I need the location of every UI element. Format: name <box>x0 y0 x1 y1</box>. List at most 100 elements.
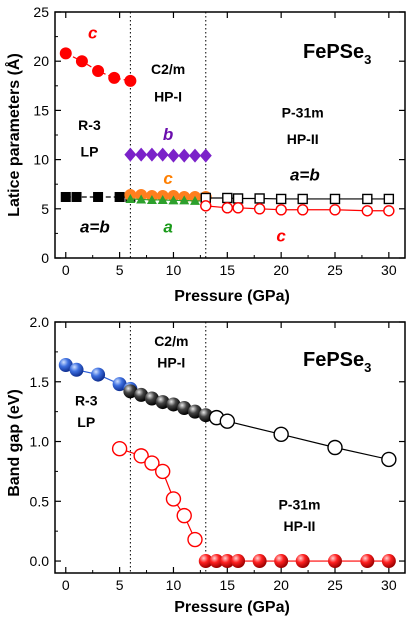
bandgap-x-tick-label: 20 <box>273 577 289 593</box>
bandgap-y-tick-label: 1.5 <box>30 374 50 390</box>
lattice-x-tick-label: 30 <box>381 262 397 278</box>
bandgap-data-point <box>133 448 149 464</box>
lattice-x-tick-label: 0 <box>62 262 70 278</box>
lattice-y-tick-label: 0 <box>41 250 49 266</box>
lattice-x-tick-label: 15 <box>220 262 236 278</box>
lattice-data-point <box>232 193 244 204</box>
bandgap-data-point <box>231 554 246 569</box>
bandgap-data-point <box>154 463 171 480</box>
bandgap-data-point <box>360 554 375 569</box>
bandgap-annotation: P-31m <box>278 497 320 513</box>
bandgap-y-tick-label: 0.0 <box>30 553 50 569</box>
bandgap-data-point <box>177 401 192 416</box>
lattice-x-tick-label: 20 <box>273 262 289 278</box>
lattice-series-a=b-HP-II <box>200 192 395 205</box>
bandgap-data-point <box>166 397 181 412</box>
lattice-data-point <box>124 74 137 87</box>
lattice-data-point <box>254 193 265 204</box>
lattice-annotation: P-31m <box>282 104 324 120</box>
lattice-data-point <box>108 71 121 84</box>
lattice-annotation: a=b <box>290 165 320 184</box>
lattice-data-point <box>199 148 212 163</box>
lattice-y-tick-label: 10 <box>33 152 49 168</box>
bandgap-chart-title: FePSe3 <box>303 349 371 375</box>
lattice-data-point <box>157 194 168 204</box>
lattice-x-tick-label: 5 <box>116 262 124 278</box>
bandgap-frame <box>54 321 406 574</box>
lattice-data-point <box>167 148 180 163</box>
bandgap-x-axis-label: Pressure (GPa) <box>174 599 290 616</box>
bandgap-data-point <box>112 377 127 392</box>
lattice-data-point <box>383 193 395 205</box>
lattice-data-point <box>136 194 147 204</box>
bandgap-data-point <box>144 455 160 471</box>
bandgap-annotation: LP <box>77 414 95 430</box>
lattice-annotation: a=b <box>80 217 110 236</box>
lattice-data-point <box>156 147 169 162</box>
lattice-data-point <box>329 193 341 205</box>
lattice-data-point <box>60 191 71 202</box>
lattice-y-tick-label: 5 <box>41 201 49 217</box>
bandgap-x-tick-label: 25 <box>327 577 343 593</box>
lattice-x-axis-label: Pressure (GPa) <box>174 288 290 305</box>
bandgap-data-point <box>274 554 289 569</box>
bandgap-annotation: R-3 <box>75 393 98 409</box>
bandgap-data-point <box>252 554 267 569</box>
lattice-annotation: HP-I <box>154 89 182 105</box>
lattice-data-point <box>145 147 158 162</box>
lattice-y-axis-label: Latice parameters (Å) <box>4 53 23 217</box>
bandgap-series-gap-metal <box>198 554 396 569</box>
lattice-data-point <box>253 203 266 215</box>
lattice-data-point <box>362 193 373 205</box>
bandgap-x-tick-label: 0 <box>62 577 70 593</box>
lattice-data-point <box>146 194 157 204</box>
lattice-data-point <box>75 55 88 68</box>
lattice-data-point <box>232 202 244 214</box>
bandgap-data-point <box>381 451 397 468</box>
bandgap-data-point <box>155 395 170 410</box>
lattice-annotation: C2/m <box>151 61 185 77</box>
bandgap-data-point <box>198 554 213 569</box>
bandgap-y-tick-label: 2.0 <box>30 314 50 330</box>
lattice-series-b-HP-I <box>124 147 212 163</box>
lattice-y-tick-label: 25 <box>33 4 49 20</box>
lattice-data-point <box>329 204 341 216</box>
bandgap-x-tick-label: 15 <box>220 577 236 593</box>
bandgap-chart: 0 5 10 15 20 25 30 0.0 0.5 1.0 1.5 2.0 C2/m HP-I R-3 LP… <box>6 314 406 616</box>
lattice-data-point <box>179 195 190 205</box>
bandgap-data-point <box>295 554 310 569</box>
lattice-annotation: c <box>163 169 173 188</box>
lattice-data-point <box>275 204 287 216</box>
lattice-annotation: R-3 <box>78 117 101 133</box>
bandgap-data-point <box>91 367 106 382</box>
lattice-data-point <box>92 65 105 78</box>
bandgap-series-line <box>216 417 389 461</box>
lattice-annotation: HP-II <box>287 131 319 147</box>
bandgap-data-point <box>165 491 182 507</box>
bandgap-series-gap-HP-I <box>123 384 213 423</box>
lattice-chart: 0 5 10 15 20 25 30 0 5 10 15 20 25 c C2/m HP-I R-3 LP b P-3… <box>4 4 406 305</box>
lattice-data-point <box>189 148 201 163</box>
lattice-data-point <box>190 195 200 205</box>
bandgap-data-point <box>381 554 396 569</box>
lattice-data-point <box>222 192 233 204</box>
lattice-data-point <box>361 205 374 217</box>
bandgap-annotation: HP-II <box>284 518 316 534</box>
bandgap-data-point <box>273 426 289 443</box>
lattice-annotation: c <box>88 24 98 43</box>
bandgap-x-tick-label: 30 <box>381 577 397 593</box>
lattice-data-point <box>200 200 212 212</box>
lattice-data-point <box>383 205 395 217</box>
lattice-annotation: a <box>163 217 172 236</box>
bandgap-data-point <box>123 384 138 399</box>
lattice-plot-area: 0 5 10 15 20 25 30 0 5 10 15 20 25 c C2/m HP-I R-3 LP b P-3… <box>33 4 406 278</box>
lattice-x-tick-label: 10 <box>166 262 182 278</box>
lattice-chart-title: FePSe3 <box>303 41 371 67</box>
bandgap-x-tick-label: 10 <box>166 577 182 593</box>
bandgap-data-point <box>188 404 202 419</box>
lattice-data-point <box>135 147 148 162</box>
lattice-data-point <box>124 147 137 162</box>
lattice-data-point <box>275 193 287 205</box>
bandgap-data-point <box>220 554 235 569</box>
